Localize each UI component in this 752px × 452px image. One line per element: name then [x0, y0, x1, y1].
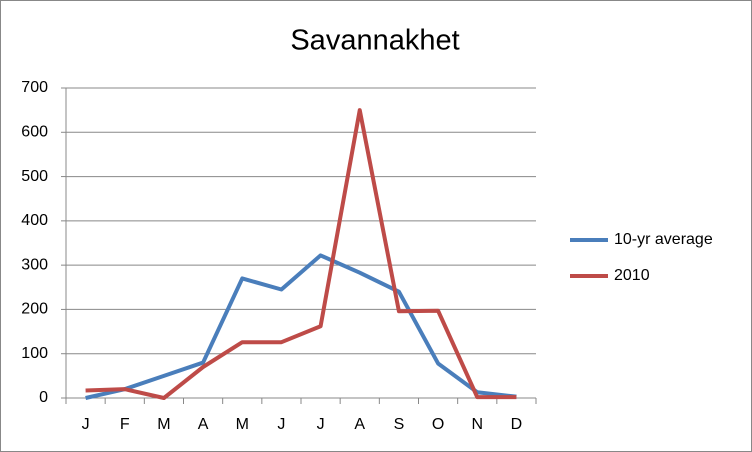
line-series [85, 108, 517, 400]
y-tick-label: 700 [21, 79, 48, 96]
x-tick-label: J [277, 416, 285, 433]
y-tick-label: 0 [39, 389, 48, 406]
y-tick-label: 500 [21, 168, 48, 185]
x-tick-label: S [394, 416, 405, 433]
legend-label: 2010 [614, 267, 650, 284]
x-tick-label: F [120, 416, 130, 433]
y-tick-label: 200 [21, 301, 48, 318]
x-tick-label: A [354, 416, 365, 433]
x-tick-label: M [157, 416, 170, 433]
y-tick-label: 300 [21, 256, 48, 273]
chart-title: Savannakhet [290, 25, 459, 57]
x-tick-label: J [82, 416, 90, 433]
y-tick-label: 400 [21, 212, 48, 229]
y-tick-label: 100 [21, 345, 48, 362]
line-series [85, 253, 517, 400]
legend-label: 10-yr average [614, 231, 713, 248]
y-tick-label: 600 [21, 124, 48, 141]
x-tick-label: D [511, 416, 523, 433]
x-tick-label: A [198, 416, 209, 433]
x-tick-label: J [317, 416, 325, 433]
x-tick-label: N [471, 416, 483, 433]
x-tick-label: M [236, 416, 249, 433]
x-tick-label: O [432, 416, 444, 433]
